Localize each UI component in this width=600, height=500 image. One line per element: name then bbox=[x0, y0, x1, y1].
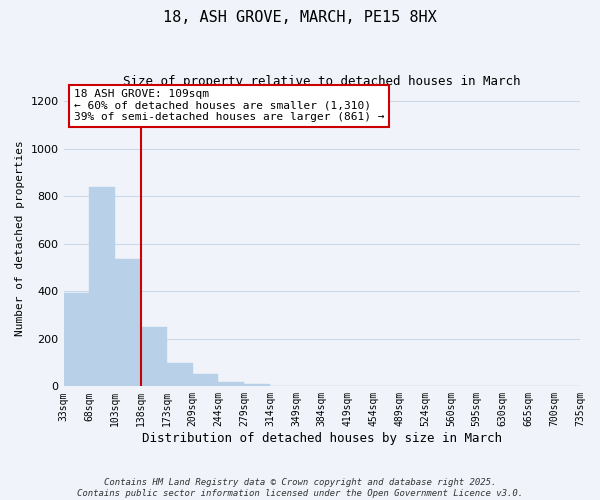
Y-axis label: Number of detached properties: Number of detached properties bbox=[15, 140, 25, 336]
Bar bbox=[115, 259, 141, 386]
Bar bbox=[141, 328, 167, 386]
Bar bbox=[193, 374, 218, 386]
Text: 18 ASH GROVE: 109sqm
← 60% of detached houses are smaller (1,310)
39% of semi-de: 18 ASH GROVE: 109sqm ← 60% of detached h… bbox=[74, 89, 385, 122]
Text: Contains HM Land Registry data © Crown copyright and database right 2025.
Contai: Contains HM Land Registry data © Crown c… bbox=[77, 478, 523, 498]
X-axis label: Distribution of detached houses by size in March: Distribution of detached houses by size … bbox=[142, 432, 502, 445]
Bar bbox=[167, 364, 193, 386]
Bar bbox=[89, 186, 115, 386]
Title: Size of property relative to detached houses in March: Size of property relative to detached ho… bbox=[123, 75, 521, 88]
Bar bbox=[218, 382, 244, 386]
Bar bbox=[64, 293, 89, 386]
Text: 18, ASH GROVE, MARCH, PE15 8HX: 18, ASH GROVE, MARCH, PE15 8HX bbox=[163, 10, 437, 25]
Bar bbox=[244, 384, 270, 386]
